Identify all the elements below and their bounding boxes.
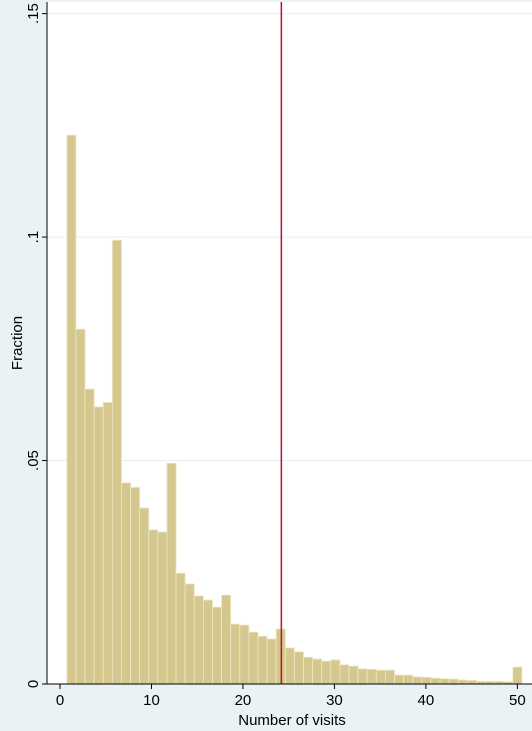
x-tick-label: 30 [326,692,343,709]
bar [448,678,459,685]
bar [193,595,204,685]
bar [357,668,368,685]
bar [366,668,377,685]
x-tick-label: 10 [143,692,160,709]
bar [303,656,313,685]
x-tick-label: 50 [509,692,526,709]
bar [330,659,341,685]
bar [439,678,450,685]
y-tick-label: .15 [25,3,42,24]
bar [375,669,386,685]
bar [139,507,150,685]
bar [230,623,241,685]
y-tick-label: 0 [25,680,42,688]
bar [175,572,186,685]
y-tick-label: .1 [25,231,42,244]
bar [248,631,259,685]
bar [466,680,477,685]
bar [130,486,141,685]
y-axis-title: Fraction [9,316,26,370]
bar [75,328,86,685]
bar [239,624,250,685]
bar [321,660,332,685]
bar [148,529,159,685]
bar [312,658,323,685]
bar [202,599,213,685]
bar [84,388,95,685]
bar [412,676,423,685]
bar [93,406,104,685]
x-axis-title: Number of visits [238,712,346,729]
bar [457,679,468,685]
x-tick-label: 0 [56,692,64,709]
bar [512,666,523,685]
x-tick-label: 40 [418,692,435,709]
bar [157,531,168,685]
bar [430,677,441,685]
bar [266,638,277,685]
x-tick-label: 20 [235,692,252,709]
bar [221,594,232,685]
bar [111,239,122,685]
bar [257,635,268,685]
bar [293,651,304,685]
bar [184,583,195,685]
bar [284,647,295,685]
bar [421,676,432,685]
y-tick-label: .05 [25,450,42,471]
bar [102,402,113,685]
bar [394,674,405,685]
bar [121,482,131,685]
bar [66,134,77,685]
bar [385,669,395,685]
bar [339,664,350,685]
bar [212,606,222,685]
bar [166,462,177,685]
bar [403,674,414,685]
bar [348,665,359,685]
